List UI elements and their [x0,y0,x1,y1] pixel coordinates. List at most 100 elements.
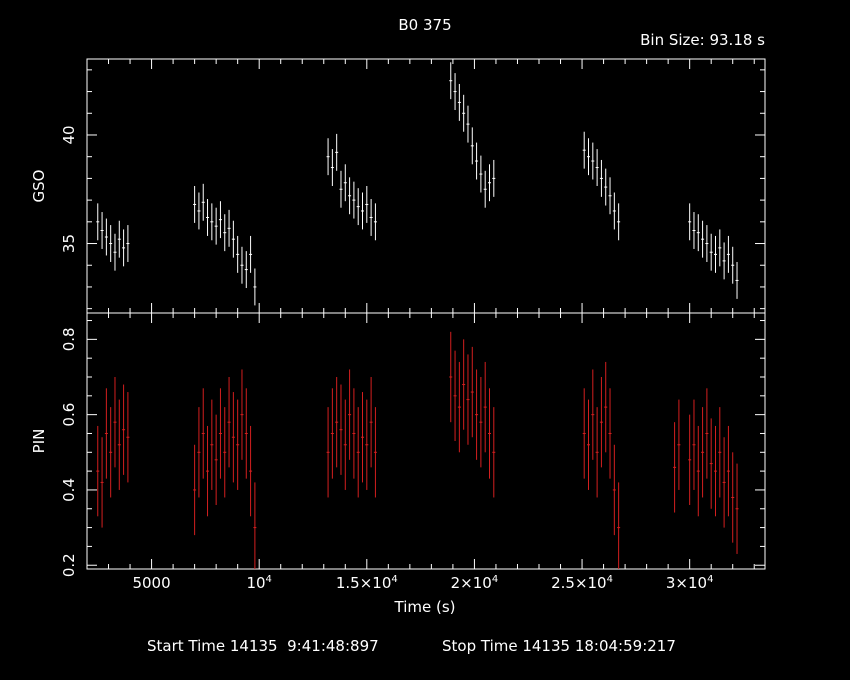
pin-data-point [214,414,218,505]
pin-data-point [365,399,369,490]
pin-data-point [335,377,339,468]
pin-data-point [210,399,214,490]
gso-data-point [487,164,491,202]
gso-data-point [453,73,457,111]
pin-data-point [466,354,470,445]
pin-data-point [718,407,722,498]
pin-data-point [453,350,457,441]
gso-data-point [705,225,709,262]
pin-data-point [223,407,227,498]
gso-data-point [117,220,121,258]
x-tick-label: 1.5×104 [336,574,398,592]
pin-data-point [599,377,603,468]
gso-data-point [193,186,197,223]
gso-data-point [369,199,373,236]
pin-data-point [227,377,231,468]
bin-size-label: Bin Size: 93.18 s [640,31,765,49]
gso-data-point [201,183,205,221]
stop-time-label: Stop Time 14135 18:04:59:217 [442,637,676,655]
gso-data-point [326,138,330,176]
pin-y-tick-label: 0.8 [60,327,78,351]
gso-data-point [457,83,461,121]
gso-data-point [210,203,214,241]
gso-data-point [479,155,483,193]
gso-data-point [582,131,586,169]
pin-panel-frame [86,312,766,570]
pin-y-tick-label: 0.4 [60,478,78,502]
gso-y-tick-label: 40 [60,125,78,144]
pin-data-point [726,425,730,517]
pin-data-point [731,452,735,543]
gso-data-point [726,235,730,273]
gso-panel-frame [86,58,766,314]
pin-data-point [104,388,108,479]
gso-data-point [365,186,369,223]
gso-data-point [608,177,612,215]
x-tick-label: 3×104 [666,574,714,592]
pin-data-point [113,377,117,468]
pin-data-point [487,388,491,479]
gso-data-point [218,201,222,239]
gso-data-point [696,214,700,252]
pin-data-point [587,399,591,490]
pin-data-point [352,388,356,479]
pin-data-point [582,388,586,479]
gso-axis-label: GSO [30,170,48,203]
pin-data-point [701,407,705,498]
gso-data-point [713,235,717,273]
gso-data-point [197,192,201,230]
gso-data-point [100,212,104,249]
gso-data-point [449,62,453,100]
x-tick-label: 2.5×104 [551,574,613,592]
gso-data-point [104,218,108,256]
gso-data-point [113,233,117,271]
pin-data-point [240,369,244,460]
gso-data-point [587,138,591,176]
x-tick-label: 104 [246,574,271,592]
pin-data-point [483,361,487,453]
pin-data-point [591,369,595,460]
pin-data-point [696,425,700,517]
gso-data-point [223,214,227,252]
gso-data-point [599,159,603,197]
gso-data-point [466,105,470,143]
gso-data-point [253,268,257,306]
pin-data-point [218,388,222,479]
pin-data-point [356,407,360,498]
pin-data-point [339,384,343,475]
pin-data-point [713,425,717,517]
pin-data-point [735,463,739,554]
gso-data-point [343,164,347,202]
gso-data-point [240,246,244,284]
pin-y-tick-label: 0.2 [60,553,78,577]
gso-data-point [249,235,253,273]
gso-data-point [206,199,210,236]
pin-data-point [688,414,692,505]
gso-data-point [483,170,487,208]
pin-data-point [677,399,681,490]
gso-data-point [244,251,248,289]
gso-data-point [330,149,334,186]
gso-data-point [96,203,100,241]
gso-data-point [692,212,696,249]
pin-data-point [617,482,621,569]
start-time-label: Start Time 14135 9:41:48:897 [147,637,379,655]
pin-data-point [369,377,373,468]
gso-data-point [122,229,126,267]
gso-data-point [718,229,722,267]
pin-data-point [595,407,599,498]
pin-data-point [673,422,677,513]
gso-data-point [604,168,608,206]
gso-data-point [109,225,113,262]
pin-data-point [449,331,453,423]
pin-data-point [343,399,347,490]
pin-y-tick-label: 0.6 [60,403,78,427]
pin-data-point [492,407,496,498]
gso-data-point [348,177,352,215]
x-tick-label: 2×104 [451,574,499,592]
pin-data-point [373,407,377,498]
gso-data-point [227,209,231,247]
gso-data-point [462,94,466,132]
pin-data-point [326,407,330,498]
